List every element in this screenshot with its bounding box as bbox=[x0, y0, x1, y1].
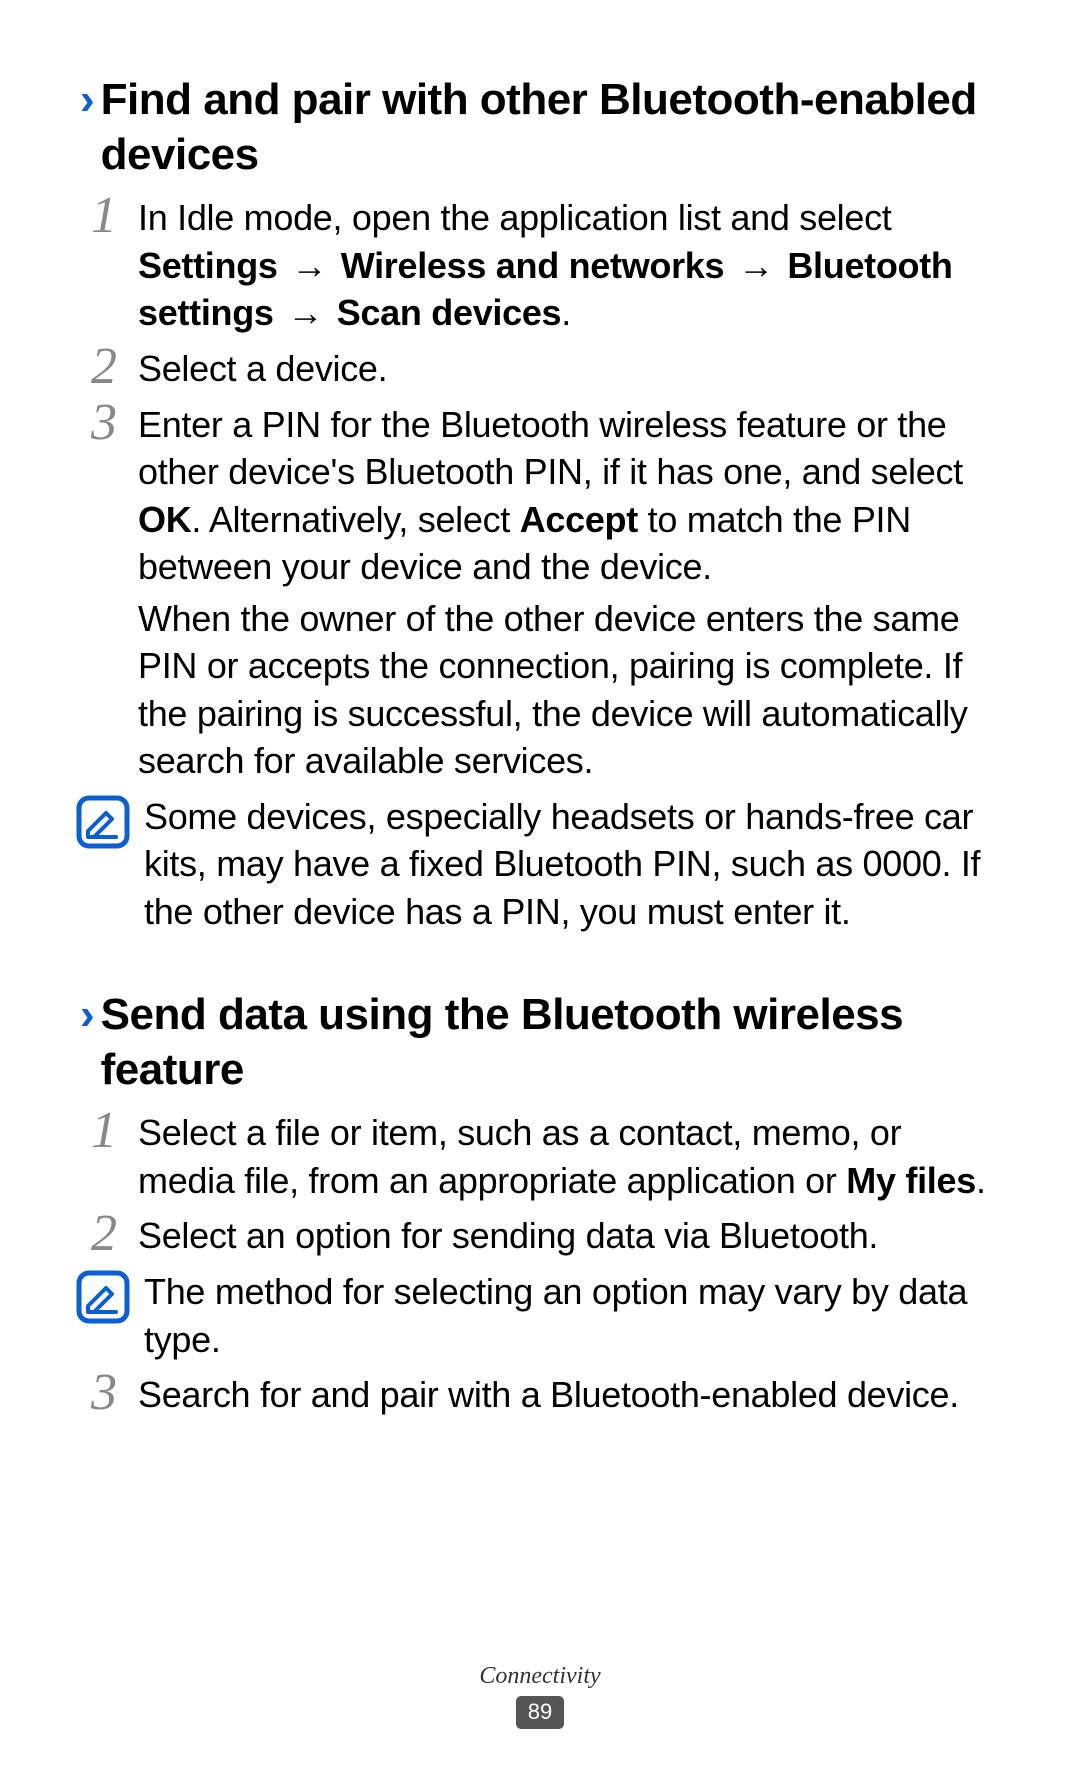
note-icon bbox=[76, 1270, 130, 1324]
section2-step-3: 3 Search for and pair with a Bluetooth-e… bbox=[80, 1371, 1000, 1419]
text: . bbox=[976, 1160, 986, 1201]
section1-step-3: 3 Enter a PIN for the Bluetooth wireless… bbox=[80, 401, 1000, 785]
text: Enter a PIN for the Bluetooth wireless f… bbox=[138, 404, 963, 493]
step-body: Select a file or item, such as a contact… bbox=[138, 1109, 1000, 1204]
section2-step-2: 2 Select an option for sending data via … bbox=[80, 1212, 1000, 1260]
step-body: In Idle mode, open the application list … bbox=[138, 194, 1000, 337]
section2-note: The method for selecting an option may v… bbox=[80, 1268, 1000, 1363]
arrow: → bbox=[274, 292, 337, 333]
step-body: Search for and pair with a Bluetooth-ena… bbox=[138, 1371, 1000, 1419]
bold-accept: Accept bbox=[520, 499, 638, 540]
note-text: The method for selecting an option may v… bbox=[144, 1268, 1000, 1363]
step-number: 1 bbox=[80, 190, 128, 242]
step-body: Select a device. bbox=[138, 345, 1000, 393]
step-number: 1 bbox=[80, 1105, 128, 1157]
arrow: → bbox=[278, 245, 341, 286]
text: . Alternatively, select bbox=[191, 499, 519, 540]
step-number: 2 bbox=[80, 1208, 128, 1260]
arrow: → bbox=[724, 245, 787, 286]
step-body: Enter a PIN for the Bluetooth wireless f… bbox=[138, 401, 1000, 785]
step-number: 2 bbox=[80, 341, 128, 393]
bold-ok: OK bbox=[138, 499, 191, 540]
note-text: Some devices, especially headsets or han… bbox=[144, 793, 1000, 936]
section1-step-1: 1 In Idle mode, open the application lis… bbox=[80, 194, 1000, 337]
section1-heading: › Find and pair with other Bluetooth-ena… bbox=[80, 72, 1000, 182]
section2-step-1: 1 Select a file or item, such as a conta… bbox=[80, 1109, 1000, 1204]
section1-step-2: 2 Select a device. bbox=[80, 345, 1000, 393]
footer-category: Connectivity bbox=[0, 1663, 1080, 1690]
bold-wireless: Wireless and networks bbox=[341, 245, 725, 286]
text: When the owner of the other device enter… bbox=[138, 595, 1000, 785]
step-number: 3 bbox=[80, 397, 128, 449]
step-body: Select an option for sending data via Bl… bbox=[138, 1212, 1000, 1260]
text: In Idle mode, open the application list … bbox=[138, 197, 892, 238]
text: . bbox=[561, 292, 571, 333]
text: Select a file or item, such as a contact… bbox=[138, 1112, 901, 1201]
bold-scan: Scan devices bbox=[337, 292, 562, 333]
step-number: 3 bbox=[80, 1367, 128, 1419]
section2-heading: › Send data using the Bluetooth wireless… bbox=[80, 987, 1000, 1097]
page-footer: Connectivity 89 bbox=[0, 1663, 1080, 1729]
section2-heading-text: Send data using the Bluetooth wireless f… bbox=[101, 987, 1000, 1097]
bold-settings: Settings bbox=[138, 245, 278, 286]
chevron-icon: › bbox=[80, 987, 95, 1042]
chevron-icon: › bbox=[80, 72, 95, 127]
section1-note: Some devices, especially headsets or han… bbox=[80, 793, 1000, 936]
page-number-badge: 89 bbox=[516, 1696, 564, 1729]
section1-heading-text: Find and pair with other Bluetooth-enabl… bbox=[101, 72, 1000, 182]
note-icon bbox=[76, 795, 130, 849]
bold-myfiles: My files bbox=[846, 1160, 976, 1201]
